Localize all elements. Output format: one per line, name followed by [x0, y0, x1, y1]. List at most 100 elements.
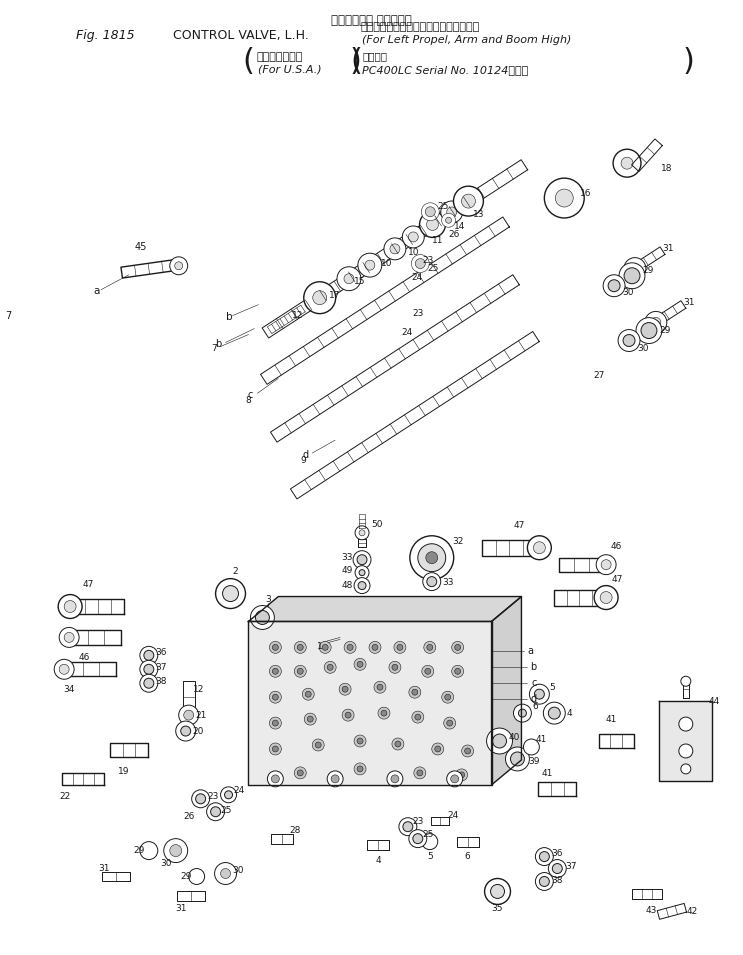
Circle shape: [641, 323, 657, 338]
Text: b: b: [531, 662, 536, 672]
Text: 21: 21: [195, 711, 207, 720]
Circle shape: [421, 202, 439, 221]
Text: 15: 15: [354, 277, 366, 286]
Text: 31: 31: [662, 244, 674, 253]
Text: 49: 49: [341, 566, 353, 575]
Text: 30: 30: [160, 860, 172, 868]
Circle shape: [442, 691, 454, 703]
Text: 34: 34: [63, 685, 75, 693]
Polygon shape: [102, 872, 130, 881]
Circle shape: [413, 834, 423, 843]
Circle shape: [390, 244, 400, 254]
Text: 23: 23: [422, 256, 434, 265]
Text: a: a: [528, 647, 533, 656]
Circle shape: [461, 194, 476, 208]
Circle shape: [432, 743, 444, 755]
Polygon shape: [632, 138, 662, 172]
Circle shape: [545, 179, 584, 218]
Circle shape: [447, 207, 457, 217]
Circle shape: [493, 734, 507, 748]
Circle shape: [409, 687, 421, 698]
Circle shape: [452, 666, 464, 677]
Circle shape: [357, 661, 363, 668]
Text: 33: 33: [442, 578, 453, 587]
Circle shape: [410, 536, 454, 580]
Text: 6: 6: [465, 852, 470, 861]
Circle shape: [297, 645, 303, 650]
Text: 29: 29: [133, 846, 145, 855]
Circle shape: [339, 683, 351, 695]
Text: 20: 20: [192, 727, 204, 735]
Circle shape: [543, 702, 565, 724]
Circle shape: [192, 790, 210, 808]
Text: 40: 40: [509, 732, 520, 741]
Circle shape: [250, 605, 274, 629]
Circle shape: [181, 726, 191, 736]
Circle shape: [444, 717, 455, 729]
Circle shape: [327, 771, 343, 787]
Circle shape: [455, 668, 461, 674]
Polygon shape: [71, 630, 121, 645]
Circle shape: [414, 767, 426, 779]
Circle shape: [536, 848, 554, 865]
Text: 39: 39: [528, 757, 540, 767]
Circle shape: [426, 577, 437, 586]
Circle shape: [357, 738, 363, 744]
Text: ): ): [683, 47, 695, 76]
Circle shape: [412, 255, 429, 272]
Circle shape: [381, 711, 387, 716]
Text: 10: 10: [381, 260, 393, 268]
Text: 37: 37: [155, 663, 166, 671]
Circle shape: [425, 207, 435, 217]
Circle shape: [342, 710, 354, 721]
Text: 28: 28: [290, 826, 301, 836]
Circle shape: [221, 868, 230, 879]
Circle shape: [358, 582, 366, 589]
Circle shape: [305, 691, 311, 697]
Circle shape: [223, 585, 239, 602]
Circle shape: [169, 844, 182, 857]
Circle shape: [221, 787, 236, 803]
Text: (: (: [350, 47, 362, 76]
Text: c: c: [247, 391, 253, 400]
Circle shape: [422, 666, 434, 677]
Circle shape: [451, 775, 458, 783]
Circle shape: [594, 585, 618, 609]
Circle shape: [354, 763, 366, 775]
Circle shape: [539, 852, 549, 861]
Text: 37: 37: [565, 862, 577, 871]
Text: 25: 25: [422, 830, 433, 839]
Polygon shape: [457, 837, 478, 847]
Circle shape: [555, 189, 574, 207]
Circle shape: [453, 186, 484, 216]
Text: 3: 3: [265, 595, 271, 605]
Circle shape: [179, 705, 198, 725]
Circle shape: [355, 526, 369, 540]
Circle shape: [54, 659, 74, 679]
Text: a: a: [93, 286, 100, 296]
Circle shape: [372, 645, 378, 650]
Circle shape: [365, 260, 374, 270]
Circle shape: [324, 661, 336, 673]
Polygon shape: [659, 701, 712, 781]
Circle shape: [510, 752, 525, 766]
Circle shape: [534, 690, 545, 699]
Circle shape: [399, 817, 417, 836]
Text: 18: 18: [661, 163, 672, 173]
Circle shape: [403, 821, 413, 832]
Circle shape: [681, 764, 691, 774]
Circle shape: [645, 311, 666, 333]
Circle shape: [679, 744, 692, 758]
Circle shape: [322, 645, 328, 650]
Polygon shape: [72, 599, 124, 614]
Circle shape: [458, 772, 464, 778]
Circle shape: [294, 642, 306, 653]
Text: 8: 8: [246, 395, 251, 405]
Circle shape: [313, 290, 327, 305]
Circle shape: [397, 645, 403, 650]
Circle shape: [618, 329, 640, 351]
Text: 2: 2: [233, 567, 239, 576]
Polygon shape: [248, 622, 492, 785]
Circle shape: [64, 632, 74, 643]
Circle shape: [140, 674, 158, 692]
